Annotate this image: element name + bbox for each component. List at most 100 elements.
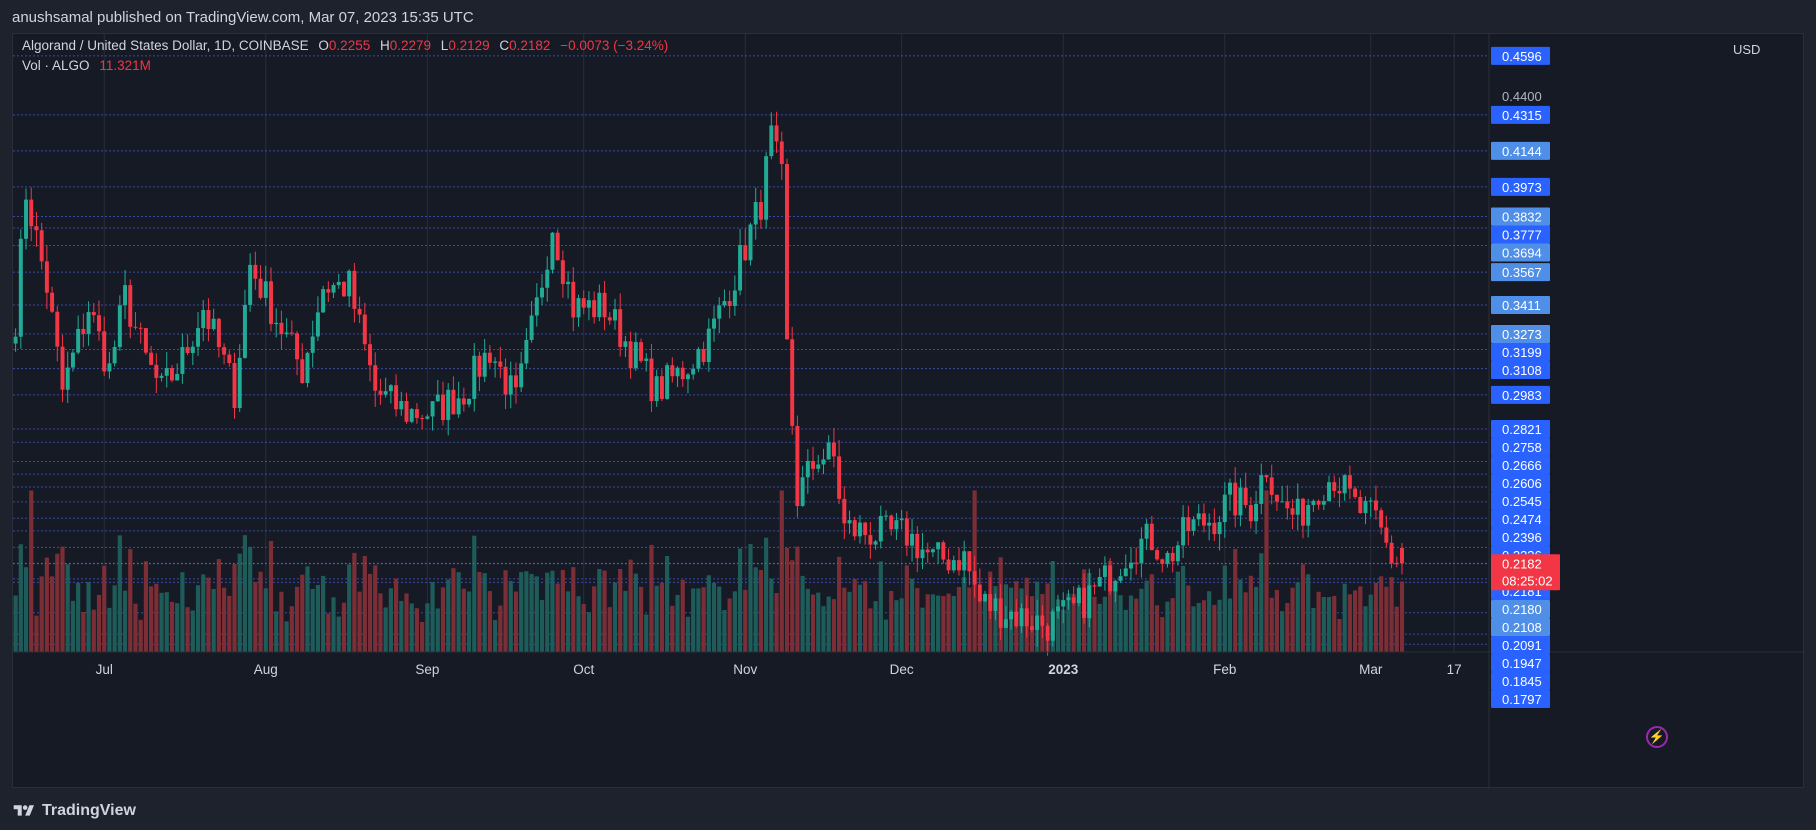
volume-bar — [1165, 601, 1170, 652]
price-chart[interactable]: 0.4400 0.4596 0.4315 0.4144 0.3973 0.3832 0.37… — [13, 34, 1805, 789]
volume-bar — [1139, 588, 1144, 652]
volume-bar — [305, 566, 310, 652]
currency-label[interactable]: USD — [1733, 42, 1761, 57]
flash-icon[interactable]: ⚡ — [1646, 726, 1668, 748]
volume-bar — [633, 573, 638, 652]
volume-bar — [440, 587, 446, 652]
price-level-tag[interactable] — [1491, 599, 1550, 618]
price-level-tag[interactable] — [1491, 491, 1550, 510]
candle-body — [253, 264, 258, 279]
volume-bar — [607, 607, 612, 652]
volume-bar — [96, 594, 102, 652]
candle-body — [222, 347, 227, 355]
candle-body — [915, 533, 920, 559]
price-level-tag[interactable] — [1491, 635, 1550, 654]
volume-bar — [34, 615, 39, 652]
volume-bar — [451, 568, 456, 652]
candle-body — [659, 376, 664, 399]
volume-bar — [1269, 597, 1274, 652]
volume-bar — [758, 570, 764, 652]
volume-bar — [1123, 609, 1128, 652]
candle-body — [1228, 482, 1232, 495]
price-level-tag[interactable] — [1491, 46, 1550, 65]
footer-brand[interactable]: TradingView — [12, 802, 136, 820]
x-tick-label: Aug — [254, 662, 278, 677]
candle-body — [347, 270, 352, 297]
volume-bar — [185, 607, 190, 652]
volume-bar — [378, 593, 383, 652]
current-price-tag[interactable] — [1491, 554, 1560, 591]
price-level-tag[interactable] — [1491, 324, 1550, 343]
candle-body — [1201, 513, 1206, 526]
price-level-tag[interactable] — [1491, 455, 1550, 474]
price-level-tag[interactable] — [1491, 527, 1550, 546]
volume-bar — [341, 602, 347, 652]
symbol-legend: Algorand / United States Dollar, 1D, COI… — [22, 38, 674, 53]
price-level-tag[interactable] — [1491, 177, 1550, 196]
volume-bar — [1326, 597, 1332, 652]
price-level-tag[interactable] — [1491, 419, 1550, 438]
candle-body — [451, 389, 456, 415]
volume-bar — [852, 578, 857, 652]
price-level-tag[interactable] — [1491, 105, 1550, 124]
candle-body — [216, 318, 221, 348]
candle-body — [1050, 611, 1055, 641]
candle-body — [670, 365, 675, 377]
candle-body — [211, 318, 216, 330]
candle-body — [847, 520, 852, 524]
candle-body — [159, 375, 164, 378]
volume-bar — [769, 578, 774, 652]
candle-body — [1113, 580, 1118, 592]
price-level-tag[interactable] — [1491, 342, 1550, 361]
x-tick-label: Mar — [1359, 662, 1383, 677]
volume-bar — [1274, 589, 1279, 652]
candle-body — [420, 418, 425, 420]
candle-body — [1295, 498, 1300, 515]
volume-bar — [159, 592, 164, 652]
volume-bar — [696, 588, 701, 652]
chart-frame[interactable]: 0.4400 0.4596 0.4315 0.4144 0.3973 0.3832 0.37… — [12, 33, 1805, 789]
volume-bar — [102, 565, 107, 652]
candle-body — [613, 309, 617, 321]
volume-bar — [404, 593, 409, 652]
price-level-tag[interactable] — [1491, 509, 1550, 528]
candle-body — [1264, 475, 1269, 478]
volume-bar — [649, 544, 654, 652]
price-level-tag[interactable] — [1491, 617, 1550, 636]
candle-body — [1321, 501, 1326, 505]
price-level-tag[interactable] — [1491, 263, 1550, 282]
price-level-tag[interactable] — [1491, 207, 1550, 226]
volume-bar — [1108, 560, 1113, 652]
volume-bar — [76, 582, 81, 652]
price-level-tag[interactable] — [1491, 225, 1550, 244]
price-level-tag[interactable] — [1491, 295, 1550, 314]
candle-body — [889, 515, 894, 530]
price-level-tag[interactable] — [1491, 653, 1550, 672]
price-level-tag[interactable] — [1491, 473, 1550, 492]
volume-bar — [65, 564, 70, 652]
price-level-tag[interactable] — [1491, 141, 1550, 160]
price-level-label: 0.4315 — [1502, 108, 1542, 123]
price-level-tag[interactable] — [1491, 243, 1550, 262]
volume-bar — [873, 601, 878, 652]
candle-body — [618, 309, 623, 347]
candle-body — [665, 365, 670, 399]
candle-body — [826, 442, 831, 460]
volume-bar — [195, 585, 201, 652]
price-level-tag[interactable] — [1491, 671, 1550, 690]
price-level-tag[interactable] — [1491, 437, 1550, 456]
candle-body — [1363, 500, 1368, 514]
candle-body — [712, 318, 716, 329]
candle-body — [649, 358, 654, 402]
price-level-tag[interactable] — [1491, 689, 1550, 708]
volume-bar — [1102, 596, 1108, 652]
candle-body — [644, 358, 649, 361]
volume-bar — [539, 600, 545, 652]
candle-body — [1149, 523, 1154, 551]
price-level-tag[interactable] — [1491, 385, 1550, 404]
price-level-tag[interactable] — [1491, 360, 1550, 379]
volume-bar — [227, 595, 232, 652]
x-tick-label: Jul — [96, 662, 113, 677]
volume-bar — [326, 613, 331, 652]
x-tick-label: Oct — [573, 662, 594, 677]
